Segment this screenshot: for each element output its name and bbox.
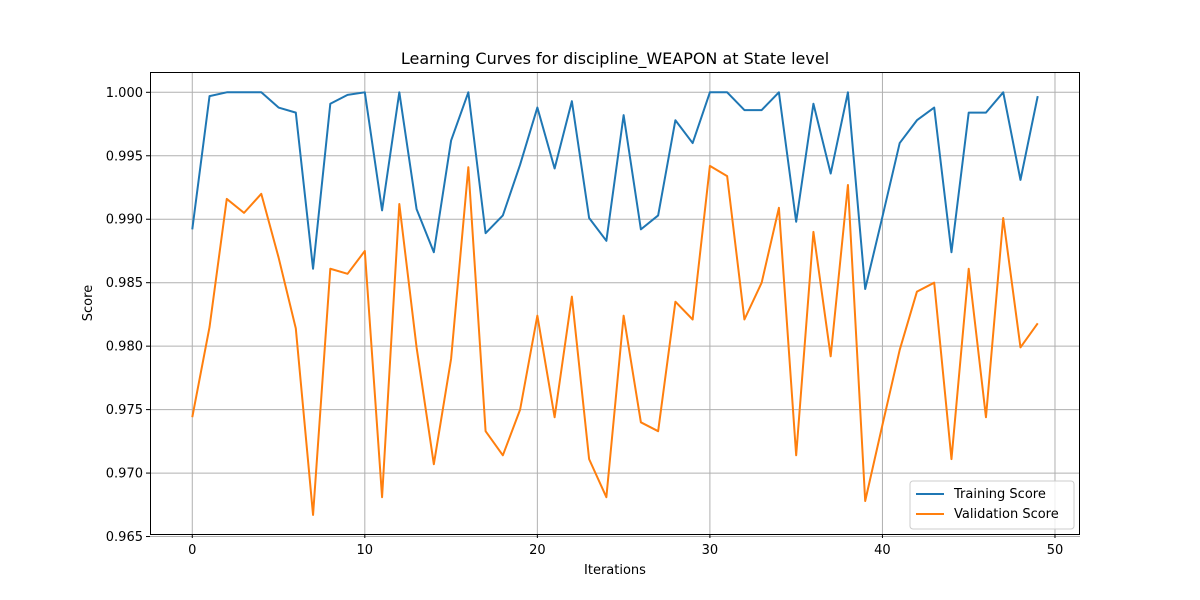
grid bbox=[150, 72, 1080, 538]
y-tick-label: 0.970 bbox=[106, 467, 143, 482]
validation-score-line bbox=[191, 164, 1039, 516]
y-tick-label: 0.965 bbox=[106, 530, 143, 545]
y-tick-label: 0.995 bbox=[106, 149, 143, 164]
x-tick-label: 30 bbox=[702, 543, 719, 558]
y-tick-label: 0.990 bbox=[106, 213, 143, 228]
x-tick-label: 10 bbox=[357, 543, 374, 558]
ticks: 0 10 20 30 40 50 0.965 0.970 0.975 0.980 0.985 0.99… bbox=[106, 86, 1063, 558]
legend-label-validation: Validation Score bbox=[954, 507, 1059, 522]
y-tick-label: 0.980 bbox=[106, 340, 143, 355]
legend-label-training: Training Score bbox=[953, 487, 1046, 502]
series-lines bbox=[191, 91, 1039, 516]
x-tick-label: 20 bbox=[529, 543, 546, 558]
x-tick-label: 50 bbox=[1047, 543, 1064, 558]
x-tick-label: 40 bbox=[874, 543, 891, 558]
plot-frame bbox=[150, 72, 1080, 535]
x-axis-label: Iterations bbox=[584, 563, 646, 578]
y-tick-label: 0.975 bbox=[106, 403, 143, 418]
validation-score-points bbox=[192, 165, 1038, 515]
chart-title: Learning Curves for discipline_WEAPON at… bbox=[401, 49, 829, 69]
legend-box bbox=[909, 480, 1075, 530]
x-tick-label: 0 bbox=[188, 543, 196, 558]
y-axis-label: Score bbox=[81, 285, 96, 321]
y-tick-label: 1.000 bbox=[106, 86, 143, 101]
legend: Training Score Validation Score bbox=[909, 480, 1075, 530]
training-score-points bbox=[192, 92, 1038, 290]
training-score-line bbox=[191, 91, 1039, 291]
y-tick-label: 0.985 bbox=[106, 276, 143, 291]
